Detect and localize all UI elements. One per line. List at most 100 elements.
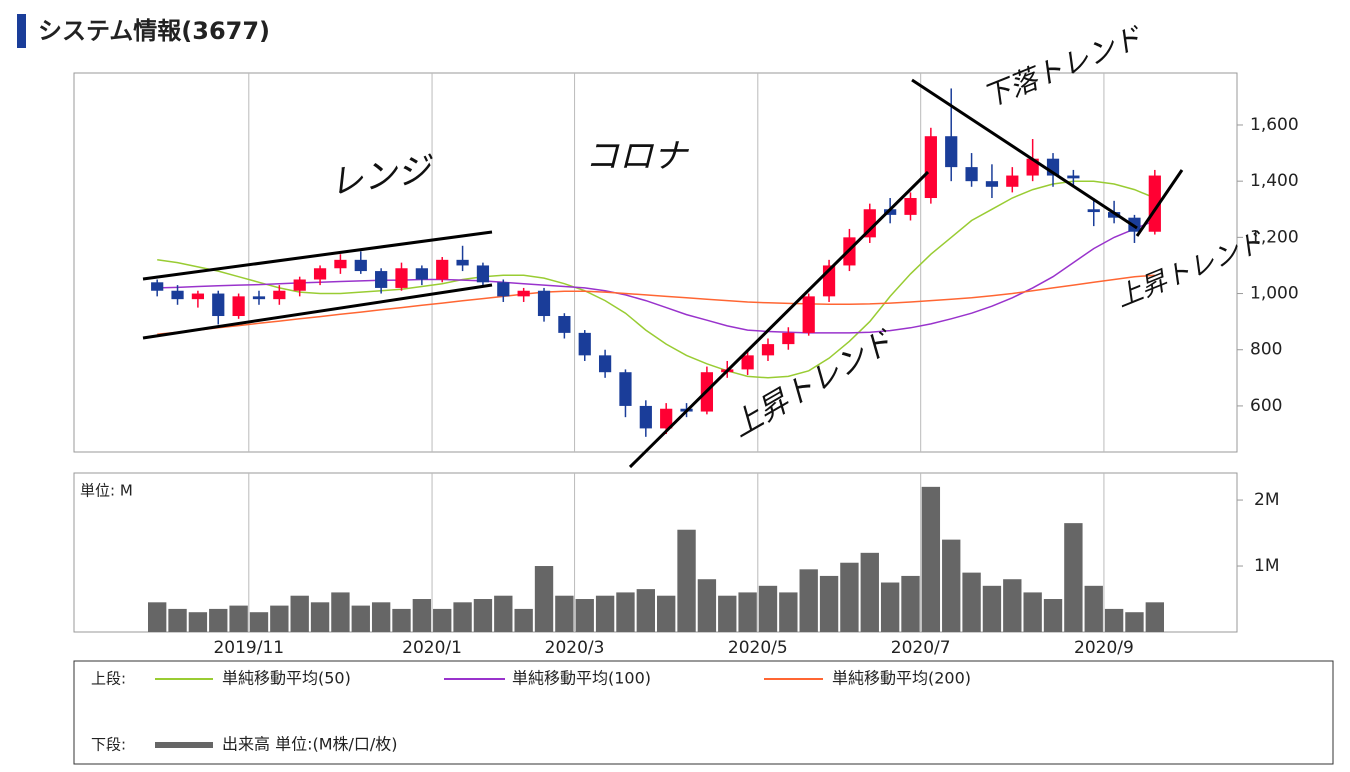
x-tick-label: 2020/5 <box>728 638 788 658</box>
volume-bar <box>657 595 676 632</box>
candle-body <box>232 296 245 317</box>
candle-body <box>619 372 632 406</box>
volume-bar <box>880 582 900 632</box>
volume-bar <box>799 569 818 632</box>
candle-body <box>802 296 815 333</box>
candle-body <box>1067 175 1080 179</box>
volume-bar <box>555 595 574 632</box>
volume-bar <box>575 599 594 632</box>
volume-bar <box>677 529 696 632</box>
volume-bar <box>229 605 248 632</box>
plot-layer <box>148 73 1243 632</box>
volume-bar <box>148 602 167 632</box>
candle-body <box>191 293 205 300</box>
volume-bar <box>351 605 370 632</box>
candle-body <box>884 209 897 215</box>
legend-label: 出来高 単位:(M株/口/枚) <box>222 735 398 754</box>
candle-body <box>517 290 530 297</box>
volume-bar <box>453 602 472 632</box>
candle-body <box>1006 175 1019 187</box>
candle-body <box>945 136 958 168</box>
volume-bar <box>209 608 228 632</box>
volume-bar <box>779 592 798 632</box>
volume-bar <box>310 602 330 632</box>
x-tick-label: 2020/9 <box>1074 638 1134 658</box>
trend-line <box>628 170 930 469</box>
volume-bar <box>636 589 655 632</box>
volume-panel <box>73 472 1238 633</box>
trend-line <box>911 78 1138 230</box>
page-title: システム情報(3677) <box>38 17 270 45</box>
candle-body <box>985 181 999 187</box>
volume-bar <box>1064 523 1083 632</box>
volume-bar <box>921 486 941 632</box>
candle-body <box>334 259 347 269</box>
candle-body <box>741 355 754 370</box>
volume-bar <box>758 585 778 632</box>
volume-bar <box>982 585 1002 632</box>
candle-body <box>639 405 652 429</box>
candle-body <box>497 282 510 297</box>
candle-body <box>436 259 449 280</box>
volume-bar <box>249 612 269 632</box>
volume-bar <box>534 566 554 632</box>
x-tick-label: 2019/11 <box>213 638 284 658</box>
candle-body <box>1148 175 1161 232</box>
candle-body <box>558 316 571 333</box>
candle-body <box>212 293 225 317</box>
volume-bar <box>290 595 309 632</box>
legend-label: 上段: <box>91 670 126 688</box>
volume-bar <box>188 612 208 632</box>
title-marker <box>17 14 26 48</box>
volume-bar <box>819 575 839 632</box>
y-tick-label: 2M <box>1254 490 1279 510</box>
candle-body <box>578 332 591 356</box>
trend-line <box>142 230 493 281</box>
volume-bar <box>270 605 289 632</box>
candle-body <box>924 136 937 199</box>
volume-bar <box>1003 579 1022 632</box>
x-tick-label: 2020/3 <box>545 638 605 658</box>
volume-bar <box>718 595 737 632</box>
trend-line <box>142 283 493 340</box>
legend-label: 単純移動平均(200) <box>832 669 971 688</box>
y-tick-label: 1M <box>1254 556 1279 576</box>
candle-body <box>537 290 551 317</box>
y-tick-label: 1,600 <box>1250 115 1299 135</box>
moving-average-line <box>157 219 1156 334</box>
candle-body <box>598 355 612 373</box>
volume-bar <box>1023 592 1042 632</box>
volume-bar <box>616 592 635 632</box>
moving-average-line <box>157 180 1156 379</box>
candle-body <box>313 268 327 280</box>
candle-body <box>476 265 490 283</box>
legend-label: 単純移動平均(100) <box>512 669 651 688</box>
volume-bar <box>433 608 452 632</box>
legend-label: 単純移動平均(50) <box>222 669 351 688</box>
volume-unit: 単位: M <box>80 482 133 500</box>
volume-bar <box>494 595 513 632</box>
candle-body <box>863 209 876 238</box>
volume-bar <box>168 608 187 632</box>
volume-bar <box>392 608 411 632</box>
candle-body <box>965 167 978 182</box>
volume-bar <box>514 608 533 632</box>
x-tick-label: 2020/1 <box>402 638 462 658</box>
trend-line <box>1135 169 1184 237</box>
candle-body <box>904 198 917 215</box>
volume-bar <box>331 592 350 632</box>
y-tick-label: 600 <box>1250 396 1282 416</box>
candle-body <box>171 290 184 300</box>
candle-body <box>293 279 306 291</box>
candle-body <box>395 268 408 288</box>
candle-body <box>354 259 367 272</box>
volume-bar <box>473 599 493 632</box>
y-tick-label: 1,200 <box>1250 227 1299 247</box>
volume-bar <box>840 562 859 632</box>
candle-body <box>151 282 164 291</box>
volume-bar <box>962 572 981 632</box>
candle-body <box>782 332 795 345</box>
volume-bar <box>860 552 879 632</box>
trend-lines <box>142 78 1184 469</box>
